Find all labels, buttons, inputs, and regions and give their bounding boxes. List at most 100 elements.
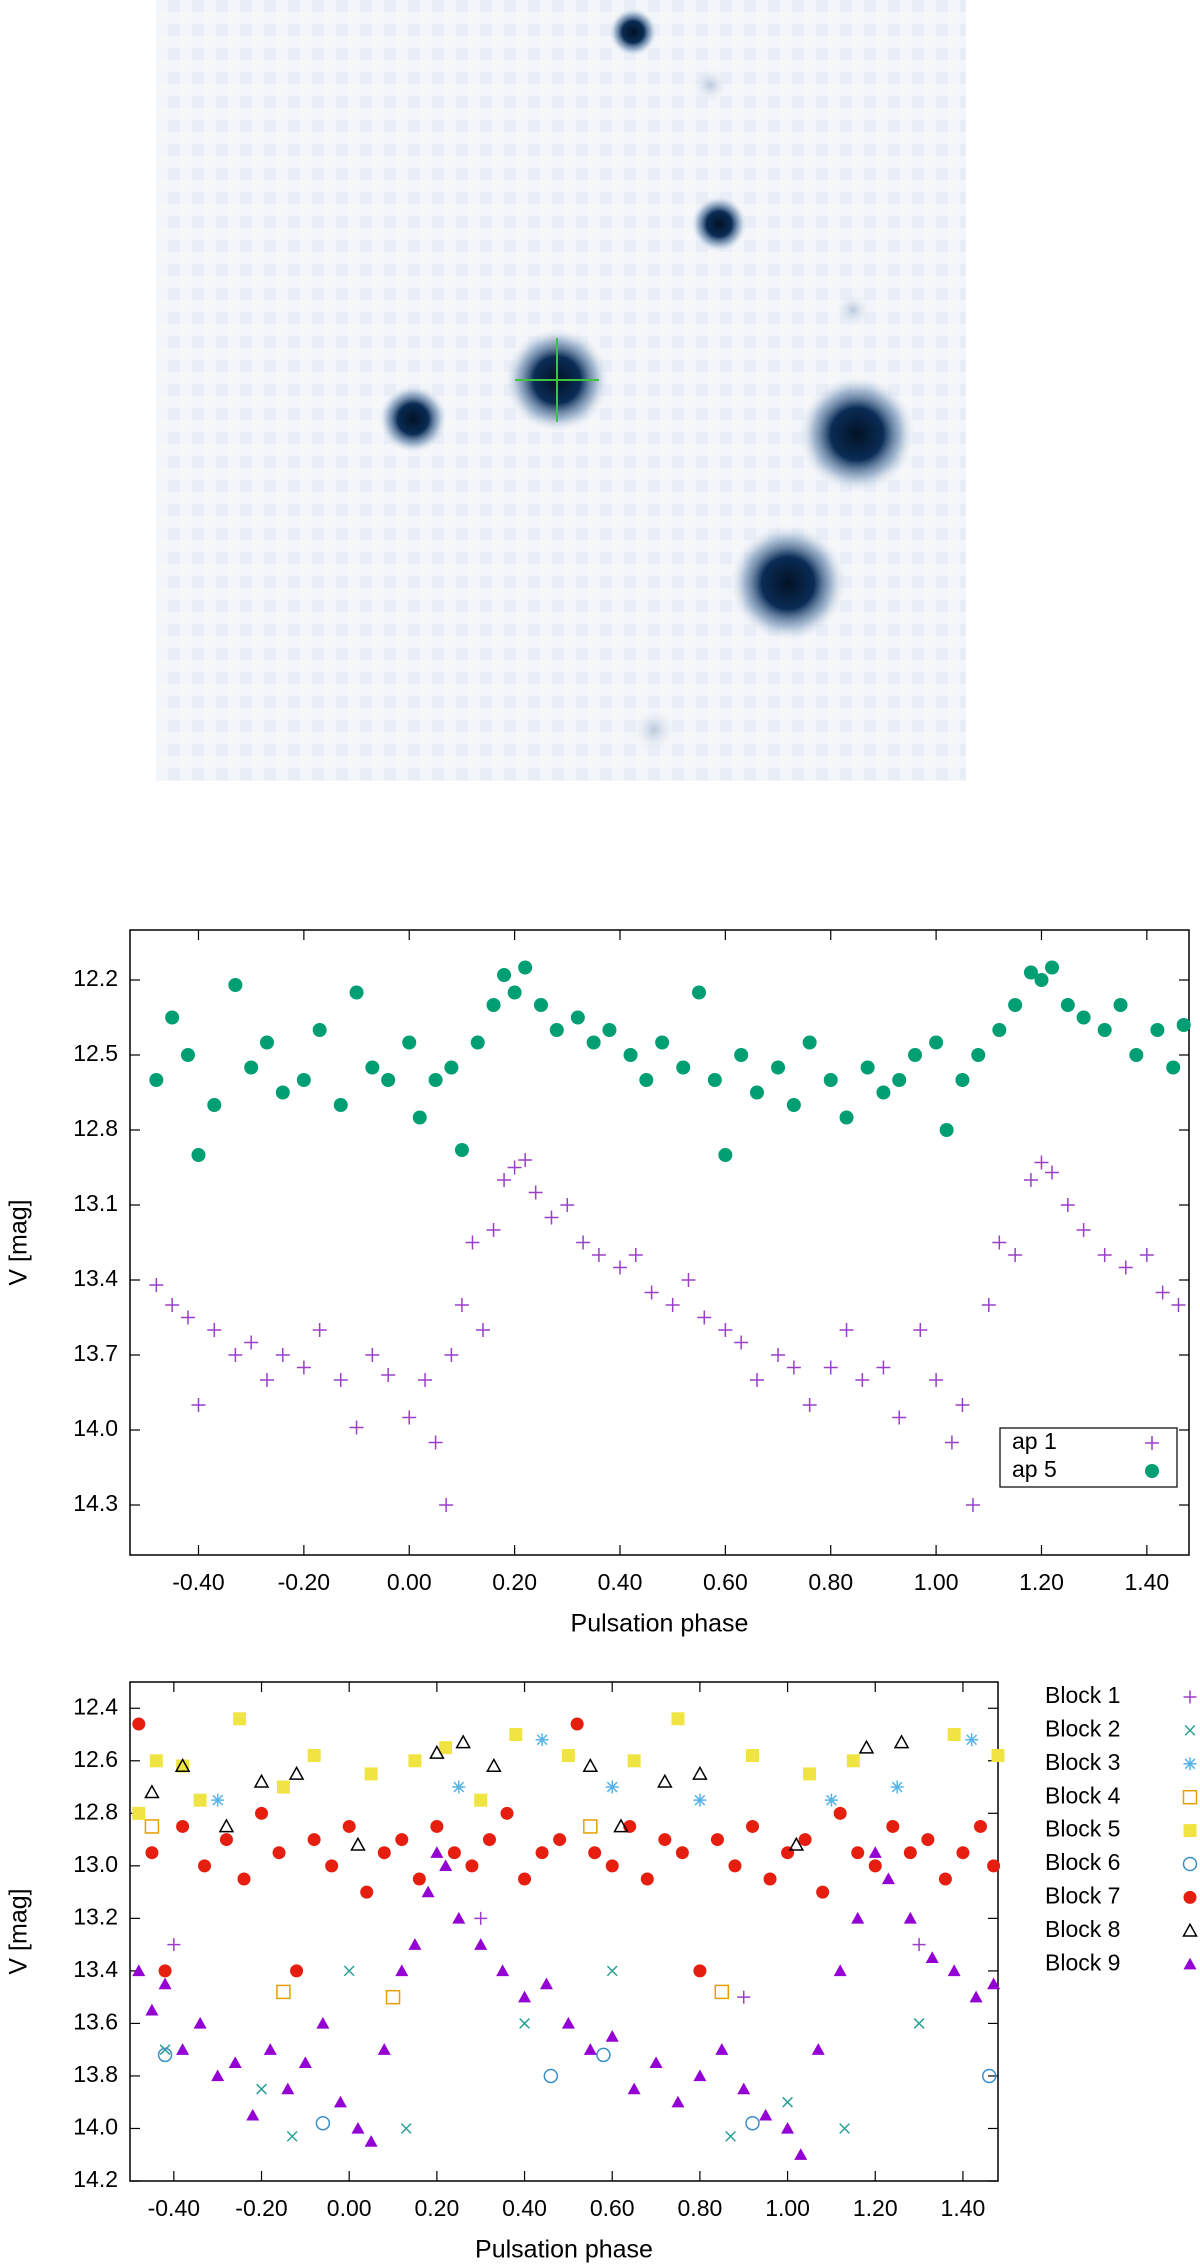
data-point <box>734 1048 749 1062</box>
data-point <box>788 1836 805 1851</box>
data-point <box>823 1073 838 1087</box>
data-point <box>218 1818 235 1833</box>
data-point <box>428 1435 443 1450</box>
data-point <box>596 2047 611 2063</box>
data-point <box>833 1806 847 1820</box>
data-point <box>570 1010 585 1025</box>
data-point <box>439 1741 453 1755</box>
data-point <box>158 1977 172 1990</box>
data-point <box>158 1964 172 1978</box>
data-point <box>816 1885 830 1899</box>
data-point <box>444 1060 459 1075</box>
data-point <box>811 2043 825 2055</box>
legend-label: Block 4 <box>1045 1782 1121 1808</box>
data-point <box>681 1273 696 1287</box>
data-point <box>167 1938 181 1952</box>
data-point <box>402 1035 417 1050</box>
data-point <box>913 2018 925 2029</box>
x-axis-label: Pulsation phase <box>475 2236 653 2264</box>
data-point <box>518 1153 533 1167</box>
data-point <box>286 2130 298 2142</box>
data-point <box>174 1757 191 1772</box>
data-point <box>1023 965 1038 980</box>
x-tick-label: 1.00 <box>914 1569 959 1595</box>
data-point <box>971 1048 986 1062</box>
data-point <box>444 1348 459 1362</box>
y-axis-label: V [mag] <box>5 1199 33 1285</box>
data-point <box>839 2123 850 2134</box>
data-point <box>316 2016 330 2029</box>
data-point <box>180 1048 195 1062</box>
data-point <box>903 1911 917 1924</box>
legend-label: Block 5 <box>1045 1816 1120 1842</box>
data-point <box>627 1754 641 1768</box>
data-point <box>395 1833 409 1847</box>
data-point <box>351 2121 365 2134</box>
data-point <box>191 1398 206 1412</box>
data-point <box>149 1278 164 1292</box>
data-point <box>606 1965 618 1977</box>
data-point <box>981 1298 996 1312</box>
data-point <box>535 1733 549 1747</box>
data-point <box>969 1990 983 2003</box>
data-point <box>851 1846 865 1860</box>
data-point <box>500 1806 514 1820</box>
data-point <box>973 1819 987 1833</box>
legend-box <box>999 1427 1178 1488</box>
data-point <box>913 1323 928 1337</box>
data-point <box>786 1360 801 1375</box>
legend-marker <box>1182 1856 1198 1872</box>
y-tick-label: 14.0 <box>73 1415 118 1441</box>
data-point <box>497 968 512 982</box>
data-point <box>671 1712 685 1726</box>
data-point <box>296 1073 311 1087</box>
data-point <box>868 1859 882 1873</box>
data-point <box>544 1210 559 1225</box>
x-tick-label: -0.40 <box>172 1569 224 1595</box>
data-point <box>233 1712 247 1726</box>
data-point <box>385 1989 401 2005</box>
data-point <box>851 1911 865 1924</box>
legend-marker <box>1183 1824 1197 1838</box>
legend-label: Block 1 <box>1045 1682 1120 1708</box>
data-point <box>671 2095 685 2108</box>
legend-label: Block 9 <box>1045 1949 1120 1975</box>
data-point <box>955 1073 970 1087</box>
data-point <box>718 1148 733 1162</box>
x-tick-label: 1.00 <box>765 2195 810 2221</box>
data-point <box>938 1872 952 1886</box>
data-point <box>794 2148 808 2160</box>
data-point <box>349 985 364 1000</box>
legend-marker <box>1145 1464 1159 1478</box>
data-point <box>1045 1165 1060 1180</box>
data-point <box>802 1767 816 1781</box>
data-point <box>697 1310 712 1325</box>
data-point <box>1155 1285 1170 1300</box>
data-point <box>965 1733 979 1747</box>
data-point <box>965 1498 980 1512</box>
legend-marker <box>1182 1922 1198 1937</box>
data-point <box>145 2003 159 2016</box>
legend-label: Block 7 <box>1045 1882 1120 1908</box>
data-point <box>981 2068 997 2084</box>
data-point <box>892 1410 907 1425</box>
data-point <box>553 1833 567 1847</box>
data-point <box>259 1035 274 1050</box>
data-point <box>377 2043 391 2055</box>
data-point <box>1034 1155 1049 1170</box>
data-point <box>307 1749 321 1763</box>
data-point <box>470 1035 485 1050</box>
data-point <box>890 1780 904 1794</box>
data-point <box>276 1984 291 2000</box>
plot-frame <box>129 1681 999 2182</box>
data-point <box>1008 1248 1023 1262</box>
data-point <box>176 1819 190 1833</box>
data-point <box>737 1990 751 2004</box>
data-point <box>640 1872 654 1886</box>
legend-label: ap 1 <box>1012 1428 1057 1454</box>
y-tick-label: 12.4 <box>73 1693 118 1719</box>
data-point <box>939 1123 954 1137</box>
data-point <box>296 1360 311 1375</box>
data-point <box>290 1964 304 1978</box>
y-tick-label: 13.8 <box>73 2061 118 2087</box>
